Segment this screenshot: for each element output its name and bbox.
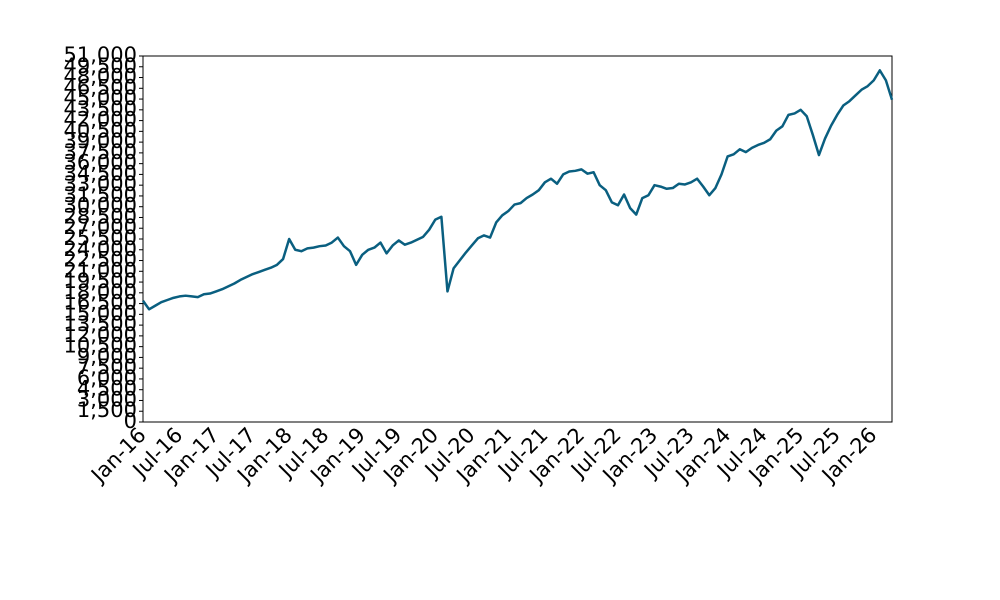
y-tick-label: 24,000 (64, 237, 137, 261)
y-tick-label: 15,000 (64, 301, 137, 325)
y-tick-label: 4,500 (77, 377, 137, 401)
y-tick-label: 16,500 (64, 291, 137, 315)
y-tick-label: 31,500 (64, 183, 137, 207)
data-line (141, 69, 894, 311)
y-tick-label: 49,500 (64, 54, 137, 78)
y-tick-label: 37,500 (64, 140, 137, 164)
plot-frame (142, 55, 893, 423)
y-tick-label: 25,500 (64, 226, 137, 250)
y-tick-label: 42,000 (64, 108, 137, 132)
y-tick-label: 28,500 (64, 204, 137, 228)
y-tick-label: 33,000 (64, 172, 137, 196)
y-tick-label: 34,500 (64, 161, 137, 185)
y-tick-label: 30,000 (64, 194, 137, 218)
y-tick-label: 18,000 (64, 280, 137, 304)
y-tick-label: 45,000 (64, 86, 137, 110)
y-tick-label: 40,500 (64, 118, 137, 142)
y-tick-label: 27,000 (64, 215, 137, 239)
y-tick-label: 12,000 (64, 323, 137, 347)
y-tick-label: 36,000 (64, 151, 137, 175)
y-tick-label: 48,000 (64, 65, 137, 89)
y-tick-label: 10,500 (64, 334, 137, 358)
y-tick-label: 0 (124, 409, 137, 433)
y-tick-label: 39,000 (64, 129, 137, 153)
y-tick-label: 13,500 (64, 312, 137, 336)
y-tick-label: 1,500 (77, 398, 137, 422)
y-tick-label: 21,000 (64, 258, 137, 282)
y-tick-label: 46,500 (64, 75, 137, 99)
y-tick-label: 22,500 (64, 248, 137, 272)
y-tick-label: 6,000 (77, 366, 137, 390)
y-tick-label: 9,000 (77, 344, 137, 368)
y-tick-label: 19,500 (64, 269, 137, 293)
y-tick-label: 3,000 (77, 387, 137, 411)
y-tick-label: 51,000 (64, 43, 137, 67)
y-tick-label: 7,500 (77, 355, 137, 379)
y-tick-label: 43,500 (64, 97, 137, 121)
